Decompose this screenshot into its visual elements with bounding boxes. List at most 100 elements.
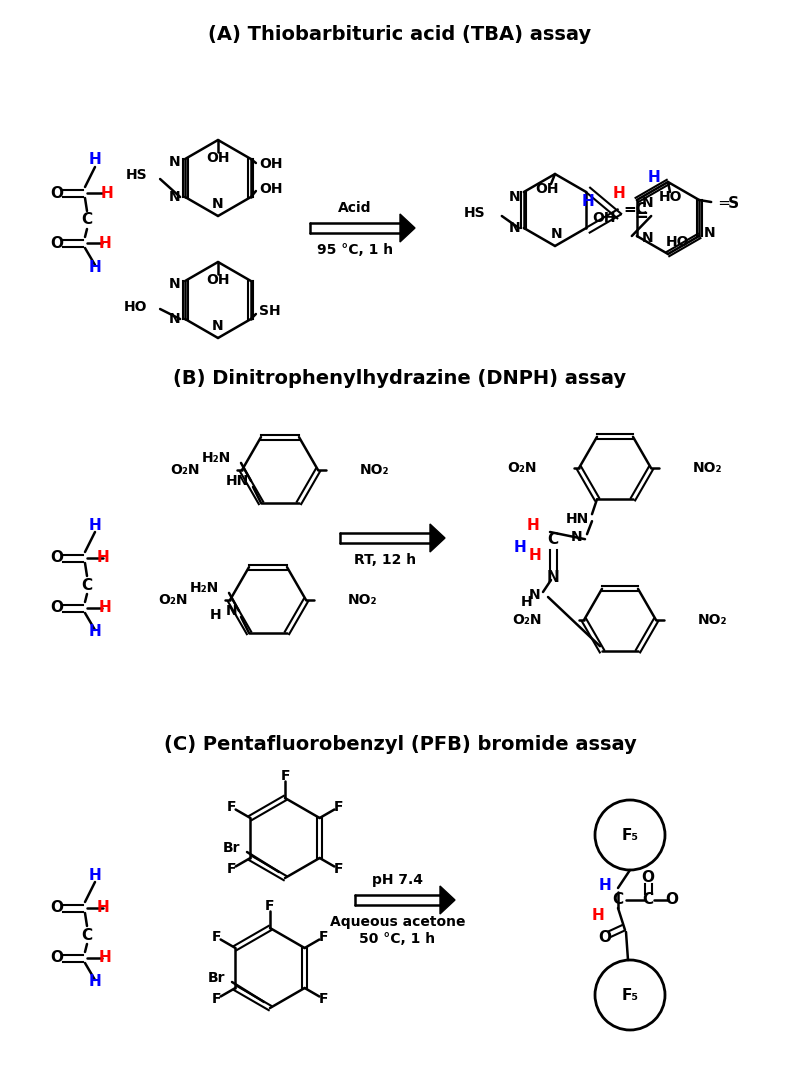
- Text: HS: HS: [126, 168, 147, 182]
- Text: H: H: [98, 950, 111, 965]
- Text: NO₂: NO₂: [693, 461, 722, 475]
- Text: N: N: [642, 196, 654, 210]
- Text: F: F: [334, 862, 343, 876]
- Text: Aqueous acetone: Aqueous acetone: [330, 915, 466, 929]
- Text: SH: SH: [259, 304, 281, 318]
- Text: C: C: [82, 578, 93, 593]
- Text: pH 7.4: pH 7.4: [372, 873, 423, 887]
- Text: F: F: [319, 931, 329, 944]
- Text: O: O: [50, 236, 63, 251]
- Text: H: H: [521, 595, 533, 609]
- Text: N: N: [169, 190, 180, 204]
- Text: O: O: [598, 931, 611, 946]
- Text: H: H: [613, 185, 626, 200]
- Text: C: C: [642, 893, 654, 908]
- Text: HO: HO: [123, 300, 147, 314]
- Text: Br: Br: [222, 841, 240, 855]
- Text: =: =: [634, 207, 648, 225]
- Text: O: O: [642, 871, 654, 885]
- Text: N: N: [226, 604, 237, 618]
- Text: (C) Pentafluorobenzyl (PFB) bromide assay: (C) Pentafluorobenzyl (PFB) bromide assa…: [164, 736, 636, 754]
- Text: OH: OH: [259, 182, 282, 196]
- Text: RT, 12 h: RT, 12 h: [354, 553, 416, 567]
- Text: HO: HO: [658, 190, 682, 204]
- Text: F: F: [211, 992, 221, 1006]
- Text: H: H: [598, 878, 611, 893]
- Text: OH: OH: [259, 157, 282, 171]
- Text: O: O: [50, 185, 63, 200]
- Text: F: F: [211, 931, 221, 944]
- Text: OH: OH: [592, 211, 616, 225]
- Polygon shape: [430, 524, 445, 552]
- Text: N: N: [570, 530, 582, 544]
- Polygon shape: [440, 886, 455, 914]
- Text: HN: HN: [566, 512, 589, 526]
- Text: H: H: [582, 195, 594, 210]
- Text: Br: Br: [207, 971, 225, 985]
- Text: N: N: [509, 221, 521, 235]
- Text: =C: =C: [623, 202, 647, 217]
- Text: O: O: [50, 950, 63, 965]
- Text: ═S: ═S: [719, 196, 739, 211]
- Text: F: F: [319, 992, 329, 1006]
- Text: O₂N: O₂N: [170, 463, 200, 477]
- Text: O: O: [666, 893, 678, 908]
- Text: H₂N: H₂N: [202, 451, 231, 465]
- Text: NO₂: NO₂: [698, 613, 727, 626]
- Text: H: H: [101, 185, 114, 200]
- Text: H: H: [97, 551, 110, 566]
- Text: F₅: F₅: [622, 828, 638, 843]
- Text: H: H: [89, 868, 102, 883]
- Text: C: C: [547, 532, 558, 547]
- Text: OH: OH: [206, 273, 230, 287]
- Text: F: F: [280, 769, 290, 783]
- Text: H₂N: H₂N: [190, 581, 219, 595]
- Text: 95 °C, 1 h: 95 °C, 1 h: [317, 243, 393, 258]
- Text: O: O: [50, 601, 63, 616]
- Text: H: H: [529, 547, 542, 563]
- Text: OH: OH: [206, 151, 230, 164]
- Text: N: N: [546, 570, 559, 585]
- Text: H: H: [89, 517, 102, 532]
- Text: O: O: [50, 900, 63, 915]
- Text: N: N: [642, 230, 654, 245]
- Text: F: F: [334, 800, 343, 814]
- Text: N: N: [551, 227, 563, 241]
- Text: H: H: [514, 541, 526, 555]
- Text: NO₂: NO₂: [348, 593, 378, 607]
- Text: N: N: [212, 197, 224, 211]
- Text: H: H: [89, 260, 102, 275]
- Text: C: C: [82, 927, 93, 942]
- Text: (A) Thiobarbituric acid (TBA) assay: (A) Thiobarbituric acid (TBA) assay: [209, 26, 591, 44]
- Text: HS: HS: [464, 206, 486, 220]
- Text: 50 °C, 1 h: 50 °C, 1 h: [359, 932, 435, 946]
- Text: N: N: [704, 226, 716, 240]
- Text: O: O: [50, 551, 63, 566]
- Text: H: H: [98, 236, 111, 251]
- Text: H: H: [210, 608, 221, 622]
- Text: Acid: Acid: [338, 201, 372, 215]
- Text: C: C: [613, 893, 623, 908]
- Text: F: F: [266, 899, 274, 913]
- Text: N: N: [169, 155, 180, 169]
- Text: O₂N: O₂N: [158, 593, 188, 607]
- Text: O₂N: O₂N: [513, 613, 542, 626]
- Text: H: H: [647, 170, 660, 185]
- Text: H: H: [591, 908, 604, 923]
- Text: N: N: [169, 277, 180, 291]
- Polygon shape: [400, 214, 415, 242]
- Text: H: H: [89, 153, 102, 168]
- Text: O₂N: O₂N: [507, 461, 537, 475]
- Text: C: C: [82, 212, 93, 227]
- Text: N: N: [528, 588, 540, 602]
- Text: N: N: [169, 312, 180, 326]
- Text: (B) Dinitrophenylhydrazine (DNPH) assay: (B) Dinitrophenylhydrazine (DNPH) assay: [174, 369, 626, 387]
- Text: N: N: [509, 190, 521, 204]
- Text: HN: HN: [226, 474, 249, 488]
- Text: H: H: [98, 601, 111, 616]
- Text: F: F: [226, 800, 236, 814]
- Text: OH: OH: [535, 182, 558, 196]
- Text: H: H: [526, 517, 539, 532]
- Text: HO: HO: [666, 235, 690, 249]
- Text: H: H: [89, 624, 102, 639]
